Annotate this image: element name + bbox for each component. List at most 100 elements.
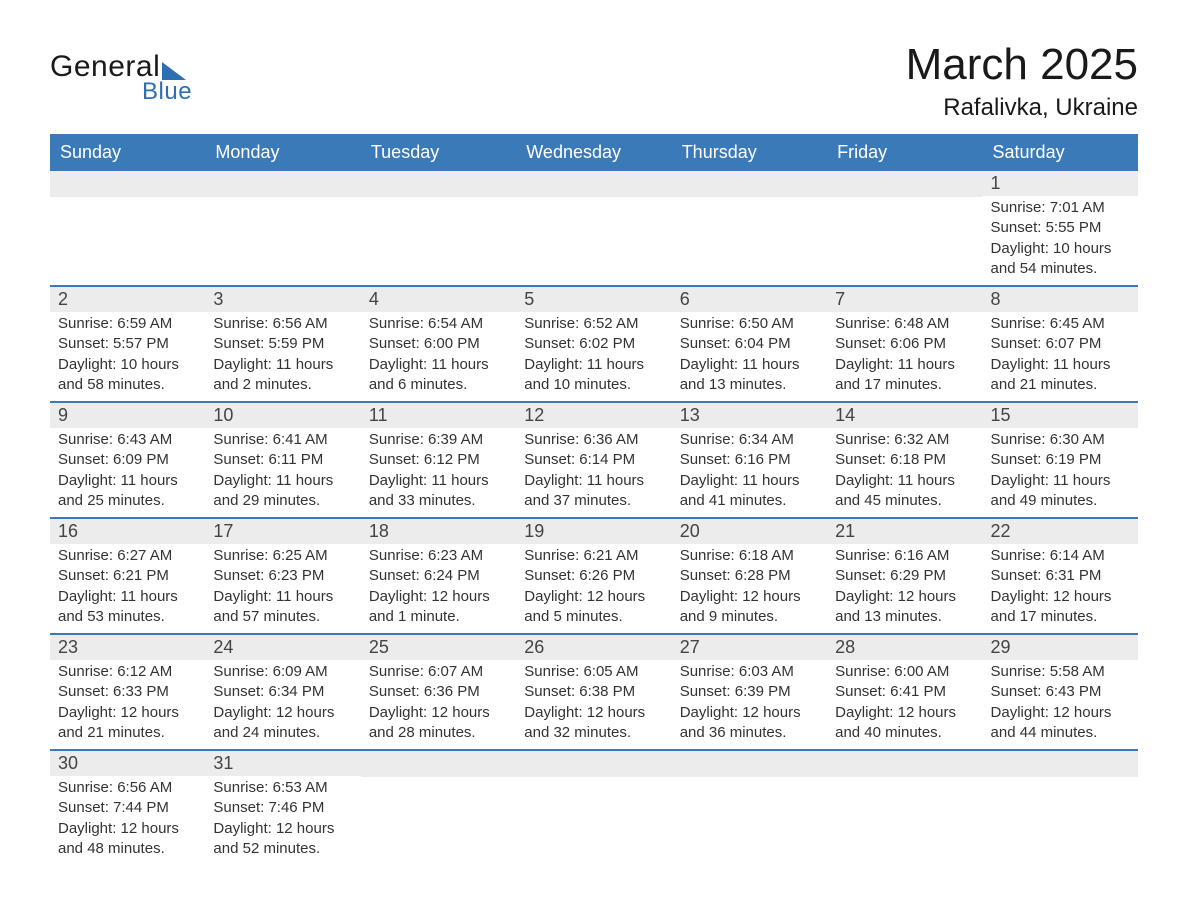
sunset-line: Sunset: 6:36 PM (369, 682, 508, 702)
daylight-line: Daylight: 12 hours (524, 587, 663, 607)
sunset-line: Sunset: 6:06 PM (835, 334, 974, 354)
daylight-line: and 53 minutes. (58, 607, 197, 627)
calendar-day-cell (672, 171, 827, 286)
sunset-line: Sunset: 6:33 PM (58, 682, 197, 702)
daylight-line: Daylight: 12 hours (58, 703, 197, 723)
daylight-line: Daylight: 10 hours (58, 355, 197, 375)
month-title: March 2025 (906, 40, 1138, 90)
header: General Blue March 2025 Rafalivka, Ukrai… (50, 40, 1138, 122)
calendar-day-cell: 2Sunrise: 6:59 AMSunset: 5:57 PMDaylight… (50, 286, 205, 402)
day-number: 25 (361, 635, 516, 660)
calendar-day-cell: 21Sunrise: 6:16 AMSunset: 6:29 PMDayligh… (827, 518, 982, 634)
day-number (516, 751, 671, 777)
day-details: Sunrise: 6:09 AMSunset: 6:34 PMDaylight:… (205, 660, 360, 749)
sunset-line: Sunset: 6:39 PM (680, 682, 819, 702)
sunset-line: Sunset: 5:59 PM (213, 334, 352, 354)
daylight-line: and 45 minutes. (835, 491, 974, 511)
day-details (361, 777, 516, 805)
sunrise-line: Sunrise: 6:05 AM (524, 662, 663, 682)
sunrise-line: Sunrise: 6:34 AM (680, 430, 819, 450)
calendar-day-cell: 1Sunrise: 7:01 AMSunset: 5:55 PMDaylight… (983, 171, 1138, 286)
calendar-day-cell: 23Sunrise: 6:12 AMSunset: 6:33 PMDayligh… (50, 634, 205, 750)
day-details: Sunrise: 6:41 AMSunset: 6:11 PMDaylight:… (205, 428, 360, 517)
sunrise-line: Sunrise: 6:36 AM (524, 430, 663, 450)
calendar-day-cell: 5Sunrise: 6:52 AMSunset: 6:02 PMDaylight… (516, 286, 671, 402)
day-details (50, 197, 205, 225)
sunrise-line: Sunrise: 6:27 AM (58, 546, 197, 566)
daylight-line: Daylight: 12 hours (680, 703, 819, 723)
daylight-line: and 48 minutes. (58, 839, 197, 859)
daylight-line: Daylight: 11 hours (213, 587, 352, 607)
sunrise-line: Sunrise: 6:45 AM (991, 314, 1130, 334)
calendar-day-cell: 16Sunrise: 6:27 AMSunset: 6:21 PMDayligh… (50, 518, 205, 634)
day-details: Sunrise: 6:39 AMSunset: 6:12 PMDaylight:… (361, 428, 516, 517)
sunset-line: Sunset: 6:43 PM (991, 682, 1130, 702)
day-number (205, 171, 360, 197)
day-number: 31 (205, 751, 360, 776)
daylight-line: and 33 minutes. (369, 491, 508, 511)
calendar-day-cell (361, 171, 516, 286)
daylight-line: Daylight: 12 hours (680, 587, 819, 607)
calendar-week-row: 23Sunrise: 6:12 AMSunset: 6:33 PMDayligh… (50, 634, 1138, 750)
calendar-day-cell: 17Sunrise: 6:25 AMSunset: 6:23 PMDayligh… (205, 518, 360, 634)
day-details: Sunrise: 6:56 AMSunset: 7:44 PMDaylight:… (50, 776, 205, 865)
day-details: Sunrise: 6:07 AMSunset: 6:36 PMDaylight:… (361, 660, 516, 749)
sunset-line: Sunset: 6:12 PM (369, 450, 508, 470)
sunrise-line: Sunrise: 6:00 AM (835, 662, 974, 682)
calendar-day-cell: 19Sunrise: 6:21 AMSunset: 6:26 PMDayligh… (516, 518, 671, 634)
daylight-line: Daylight: 12 hours (58, 819, 197, 839)
daylight-line: Daylight: 11 hours (680, 471, 819, 491)
daylight-line: and 49 minutes. (991, 491, 1130, 511)
calendar-day-cell: 20Sunrise: 6:18 AMSunset: 6:28 PMDayligh… (672, 518, 827, 634)
daylight-line: and 37 minutes. (524, 491, 663, 511)
calendar-week-row: 2Sunrise: 6:59 AMSunset: 5:57 PMDaylight… (50, 286, 1138, 402)
calendar-table: Sunday Monday Tuesday Wednesday Thursday… (50, 134, 1138, 865)
calendar-day-cell: 7Sunrise: 6:48 AMSunset: 6:06 PMDaylight… (827, 286, 982, 402)
sunrise-line: Sunrise: 6:30 AM (991, 430, 1130, 450)
calendar-day-cell: 31Sunrise: 6:53 AMSunset: 7:46 PMDayligh… (205, 750, 360, 865)
daylight-line: Daylight: 12 hours (835, 703, 974, 723)
calendar-day-cell: 30Sunrise: 6:56 AMSunset: 7:44 PMDayligh… (50, 750, 205, 865)
calendar-week-row: 16Sunrise: 6:27 AMSunset: 6:21 PMDayligh… (50, 518, 1138, 634)
day-details: Sunrise: 6:43 AMSunset: 6:09 PMDaylight:… (50, 428, 205, 517)
day-details: Sunrise: 6:36 AMSunset: 6:14 PMDaylight:… (516, 428, 671, 517)
day-details: Sunrise: 6:03 AMSunset: 6:39 PMDaylight:… (672, 660, 827, 749)
daylight-line: and 13 minutes. (835, 607, 974, 627)
calendar-week-row: 9Sunrise: 6:43 AMSunset: 6:09 PMDaylight… (50, 402, 1138, 518)
day-number: 24 (205, 635, 360, 660)
day-details: Sunrise: 6:18 AMSunset: 6:28 PMDaylight:… (672, 544, 827, 633)
calendar-day-cell: 25Sunrise: 6:07 AMSunset: 6:36 PMDayligh… (361, 634, 516, 750)
day-number: 5 (516, 287, 671, 312)
day-number (827, 171, 982, 197)
day-number: 21 (827, 519, 982, 544)
sunset-line: Sunset: 6:11 PM (213, 450, 352, 470)
sunset-line: Sunset: 6:26 PM (524, 566, 663, 586)
calendar-day-cell (516, 171, 671, 286)
day-details: Sunrise: 6:30 AMSunset: 6:19 PMDaylight:… (983, 428, 1138, 517)
day-number: 15 (983, 403, 1138, 428)
day-details: Sunrise: 6:21 AMSunset: 6:26 PMDaylight:… (516, 544, 671, 633)
day-details: Sunrise: 6:25 AMSunset: 6:23 PMDaylight:… (205, 544, 360, 633)
day-details (516, 197, 671, 225)
daylight-line: and 9 minutes. (680, 607, 819, 627)
daylight-line: and 2 minutes. (213, 375, 352, 395)
weekday-header: Saturday (983, 134, 1138, 171)
calendar-day-cell: 27Sunrise: 6:03 AMSunset: 6:39 PMDayligh… (672, 634, 827, 750)
day-details (205, 197, 360, 225)
sunset-line: Sunset: 6:09 PM (58, 450, 197, 470)
daylight-line: and 32 minutes. (524, 723, 663, 743)
day-details (672, 777, 827, 805)
sunrise-line: Sunrise: 6:56 AM (213, 314, 352, 334)
daylight-line: Daylight: 11 hours (58, 587, 197, 607)
day-number (361, 751, 516, 777)
daylight-line: Daylight: 11 hours (991, 471, 1130, 491)
daylight-line: Daylight: 11 hours (369, 355, 508, 375)
sunrise-line: Sunrise: 6:16 AM (835, 546, 974, 566)
daylight-line: and 1 minute. (369, 607, 508, 627)
daylight-line: and 29 minutes. (213, 491, 352, 511)
weekday-header: Monday (205, 134, 360, 171)
sunrise-line: Sunrise: 6:12 AM (58, 662, 197, 682)
logo-text-blue: Blue (142, 78, 192, 106)
sunset-line: Sunset: 6:02 PM (524, 334, 663, 354)
calendar-day-cell (827, 171, 982, 286)
